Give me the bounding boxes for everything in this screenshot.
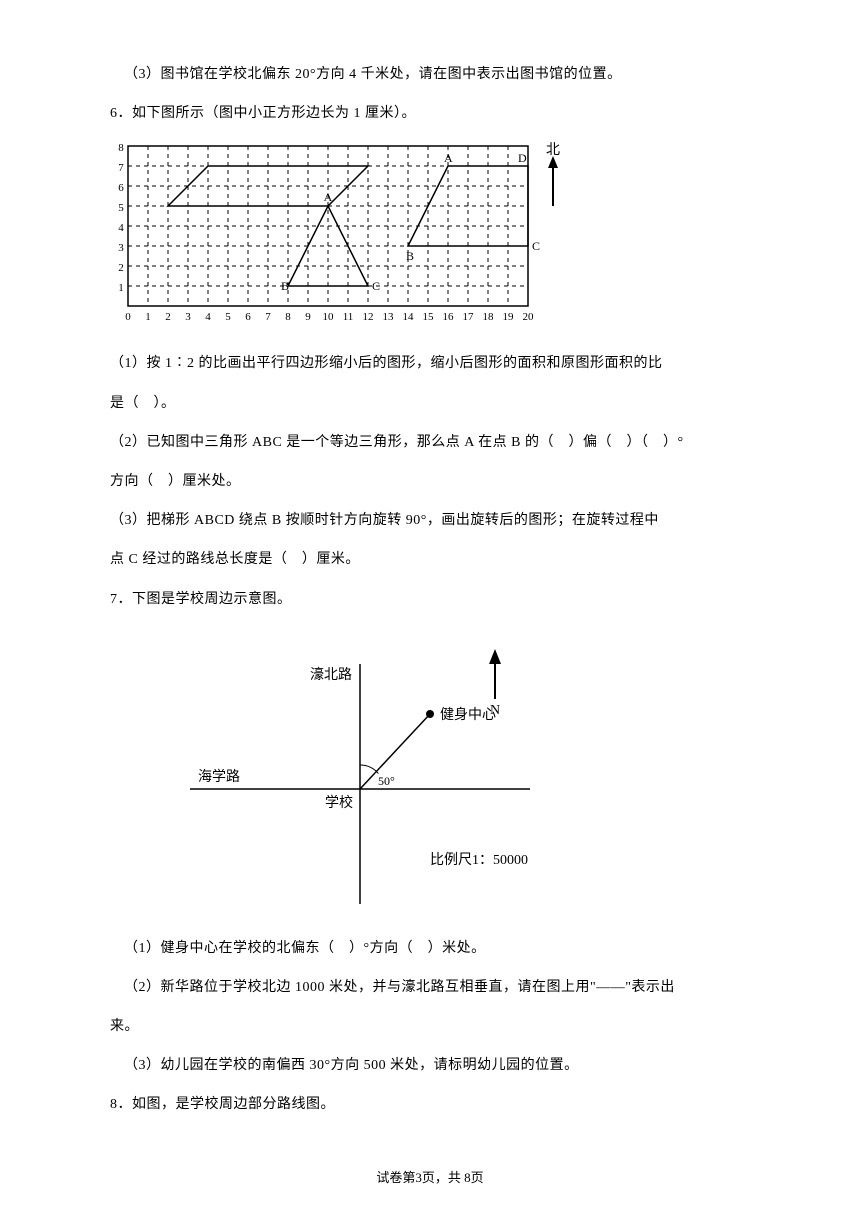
svg-text:C: C (372, 279, 380, 293)
svg-text:比例尺1：50000: 比例尺1：50000 (430, 852, 528, 868)
svg-text:1: 1 (145, 311, 151, 323)
svg-text:B: B (406, 249, 414, 263)
svg-text:20: 20 (523, 311, 535, 323)
q7-3: （3）幼儿园在学校的南偏西 30°方向 500 米处，请标明幼儿园的位置。 (110, 1046, 750, 1085)
q7-intro: 7．下图是学校周边示意图。 (110, 580, 750, 619)
svg-text:D: D (518, 151, 527, 165)
svg-text:C: C (532, 239, 540, 253)
svg-text:健身中心: 健身中心 (440, 707, 496, 723)
svg-text:7: 7 (265, 311, 271, 323)
q5-part3: （3）图书馆在学校北偏东 20°方向 4 千米处，请在图中表示出图书馆的位置。 (110, 55, 750, 94)
svg-text:A: A (444, 151, 453, 165)
q6-2b: 方向（ ）厘米处。 (110, 462, 750, 501)
svg-text:学校: 学校 (325, 794, 353, 811)
svg-text:14: 14 (403, 311, 415, 323)
svg-text:1: 1 (118, 282, 124, 294)
svg-text:15: 15 (423, 311, 435, 323)
q8-intro: 8．如图，是学校周边部分路线图。 (110, 1085, 750, 1124)
svg-text:3: 3 (185, 311, 191, 323)
q7-1: （1）健身中心在学校的北偏东（ ）°方向（ ）米处。 (110, 929, 750, 968)
svg-text:4: 4 (205, 311, 211, 323)
svg-text:7: 7 (118, 162, 124, 174)
svg-text:50°: 50° (378, 774, 395, 788)
q6-2a: （2）已知图中三角形 ABC 是一个等边三角形，那么点 A 在点 B 的（ ）偏… (110, 423, 750, 462)
svg-text:N: N (490, 703, 500, 718)
svg-text:9: 9 (305, 311, 311, 323)
q7-2b: 来。 (110, 1007, 750, 1046)
svg-text:2: 2 (165, 311, 171, 323)
svg-text:10: 10 (323, 311, 335, 323)
q6-intro: 6．如下图所示（图中小正方形边长为 1 厘米）。 (110, 94, 750, 133)
q6-1a: （1）按 1∶2 的比画出平行四边形缩小后的图形，缩小后图形的面积和原图形面积的… (110, 344, 750, 383)
grid-figure: 0123456789101112131415161718192012345678… (110, 141, 750, 336)
map-figure: 濠北路海学路学校 健身中心 50° N 比例尺1：50000 (150, 634, 750, 914)
svg-text:13: 13 (383, 311, 395, 323)
page-footer: 试卷第3页，共 8页 (0, 1167, 860, 1186)
svg-text:5: 5 (118, 202, 124, 214)
svg-text:海学路: 海学路 (198, 769, 240, 785)
svg-text:6: 6 (245, 311, 251, 323)
svg-text:4: 4 (118, 222, 124, 234)
q6-1b: 是（ ）。 (110, 384, 750, 423)
svg-text:17: 17 (463, 311, 475, 323)
svg-text:A: A (324, 190, 333, 204)
svg-text:北: 北 (546, 142, 560, 158)
svg-text:18: 18 (483, 311, 495, 323)
svg-text:B: B (281, 279, 289, 293)
svg-text:16: 16 (443, 311, 455, 323)
svg-text:12: 12 (363, 311, 374, 323)
svg-text:3: 3 (118, 242, 124, 254)
q6-3a: （3）把梯形 ABCD 绕点 B 按顺时针方向旋转 90°，画出旋转后的图形；在… (110, 501, 750, 540)
svg-text:2: 2 (118, 262, 124, 274)
svg-text:8: 8 (118, 142, 124, 154)
svg-text:19: 19 (503, 311, 515, 323)
svg-text:8: 8 (285, 311, 291, 323)
svg-text:5: 5 (225, 311, 231, 323)
svg-text:0: 0 (125, 311, 131, 323)
svg-text:11: 11 (343, 311, 354, 323)
q7-2a: （2）新华路位于学校北边 1000 米处，并与濠北路互相垂直，请在图上用"——"… (110, 968, 750, 1007)
q6-3b: 点 C 经过的路线总长度是（ ）厘米。 (110, 540, 750, 579)
svg-text:濠北路: 濠北路 (310, 666, 352, 683)
svg-text:6: 6 (118, 182, 124, 194)
